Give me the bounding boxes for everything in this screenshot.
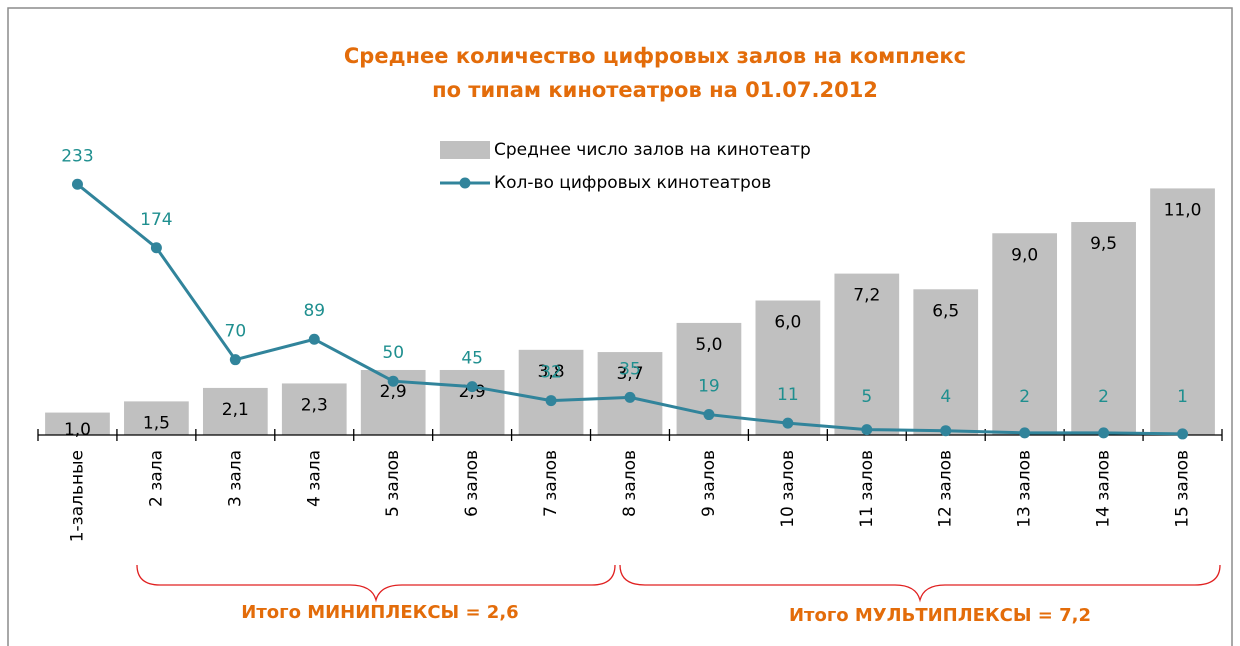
bar <box>755 300 821 435</box>
point <box>782 417 794 429</box>
data-label: 6,5 <box>932 301 959 321</box>
legend-swatch <box>459 177 471 189</box>
x-tick-label: 2 зала <box>146 450 166 507</box>
brace <box>136 564 616 603</box>
data-label: 35 <box>619 359 641 379</box>
x-tick-label: 6 залов <box>462 450 482 517</box>
point <box>545 395 557 407</box>
x-tick-label: 10 залов <box>778 450 798 528</box>
point <box>308 333 320 345</box>
data-label: 2,1 <box>222 400 249 420</box>
data-label: 70 <box>225 322 247 342</box>
bar <box>124 401 189 435</box>
x-tick-label: 12 залов <box>936 450 956 528</box>
bar <box>439 369 505 435</box>
x-tick-label: 13 залов <box>1015 450 1035 528</box>
data-label: 2,3 <box>301 395 328 415</box>
point <box>229 354 241 366</box>
point <box>861 424 873 436</box>
data-label: 19 <box>698 377 720 397</box>
bar <box>913 289 979 435</box>
data-label: 7,2 <box>853 286 880 306</box>
x-tick-label: 15 залов <box>1173 450 1193 528</box>
data-label: 5,0 <box>695 335 722 355</box>
x-tick-label: 1-зальные <box>67 450 87 542</box>
bar <box>518 349 584 435</box>
legend-swatch <box>440 141 490 159</box>
data-label: 2 <box>1019 387 1030 407</box>
data-label: 45 <box>461 349 483 369</box>
data-label: 3,7 <box>616 364 643 384</box>
bar <box>1150 188 1215 435</box>
x-tick-label: 3 зала <box>225 450 245 507</box>
point <box>1177 428 1189 440</box>
legend-label: Среднее число залов на кинотеатр <box>494 140 811 160</box>
annotation: Итого МУЛЬТИПЛЕКСЫ = 7,2 <box>789 605 1091 626</box>
data-label: 50 <box>382 343 404 363</box>
data-label: 32 <box>540 363 562 383</box>
bar <box>992 233 1058 435</box>
data-label: 9,0 <box>1011 245 1038 265</box>
bar <box>1071 222 1136 435</box>
point <box>71 178 83 190</box>
x-tick-label: 5 залов <box>383 450 403 517</box>
x-tick-label: 4 зала <box>304 450 324 507</box>
data-label: 233 <box>61 146 93 166</box>
point <box>940 425 952 437</box>
data-label: 89 <box>303 301 325 321</box>
x-tick-label: 14 залов <box>1094 450 1114 528</box>
legend-label: Кол-во цифровых кинотеатров <box>494 173 771 193</box>
data-label: 2,9 <box>380 382 407 402</box>
data-label: 11,0 <box>1164 200 1202 220</box>
x-tick-label: 9 залов <box>699 450 719 517</box>
point <box>466 381 478 393</box>
data-label: 11 <box>777 385 799 405</box>
point <box>150 242 162 254</box>
bar <box>45 412 110 435</box>
bar <box>281 383 347 435</box>
data-label: 5 <box>861 387 872 407</box>
data-label: 1 <box>1177 387 1188 407</box>
point <box>703 409 715 421</box>
brace <box>619 564 1221 603</box>
data-label: 1,5 <box>143 413 170 433</box>
data-label: 4 <box>940 387 951 407</box>
point <box>624 391 636 403</box>
x-tick-label: 11 залов <box>857 450 877 528</box>
data-label: 9,5 <box>1090 234 1117 254</box>
bar <box>834 273 900 435</box>
point <box>1019 427 1031 439</box>
bar <box>202 387 268 435</box>
point <box>1098 427 1110 439</box>
data-label: 2 <box>1098 387 1109 407</box>
data-label: 174 <box>140 210 172 230</box>
point <box>387 375 399 387</box>
data-label: 1,0 <box>64 420 91 440</box>
x-tick-label: 8 залов <box>620 450 640 517</box>
x-tick-label: 7 залов <box>541 450 561 517</box>
annotation: Итого МИНИПЛЕКСЫ = 2,6 <box>241 602 518 623</box>
frame <box>7 7 1233 646</box>
chart-title: по типам кинотеатров на 01.07.2012 <box>432 78 878 102</box>
data-label: 3,8 <box>538 362 565 382</box>
data-label: 6,0 <box>774 313 801 333</box>
chart-title: Среднее количество цифровых залов на ком… <box>344 44 966 68</box>
